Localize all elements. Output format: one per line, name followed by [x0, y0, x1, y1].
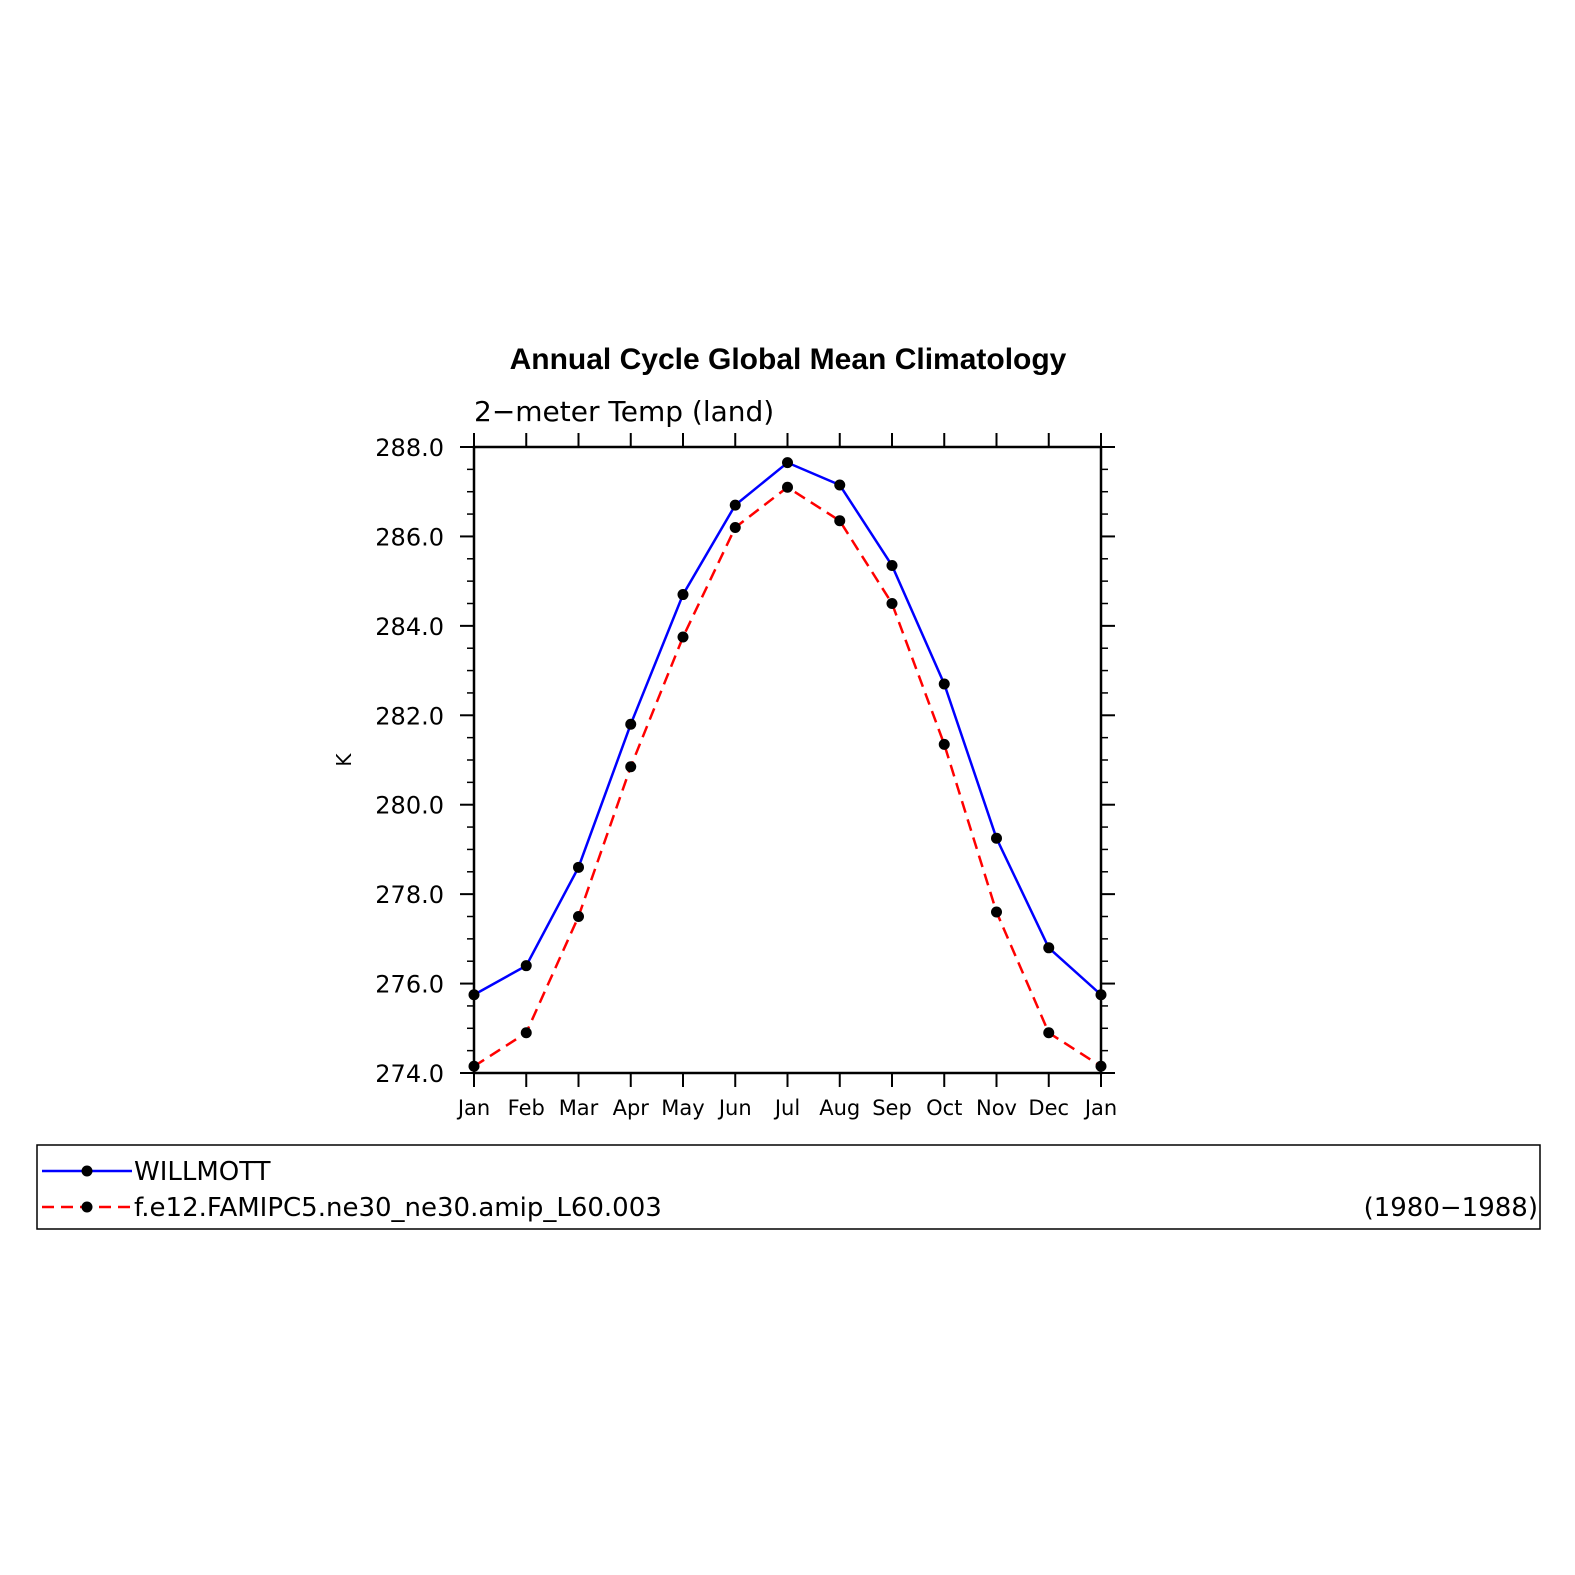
chart-subtitle: 2−meter Temp (land) [474, 395, 774, 428]
y-axis-label: K [332, 753, 356, 767]
series-2-point [573, 911, 584, 922]
series-1-point [677, 589, 689, 601]
series-2-point [468, 1060, 480, 1072]
x-tick-label: Dec [1028, 1096, 1069, 1120]
series-2-point [938, 738, 950, 750]
y-tick-label: 284.0 [375, 613, 444, 641]
legend-label-1: WILLMOTT [134, 1157, 271, 1187]
series-1-point [625, 718, 637, 730]
y-tick-label: 280.0 [375, 792, 444, 820]
series-2-point [991, 906, 1002, 918]
x-tick-label: Jan [1083, 1096, 1117, 1120]
y-tick-label: 286.0 [375, 523, 444, 551]
series-1-point [729, 499, 741, 511]
series-1-point [834, 479, 846, 491]
x-tick-label: Mar [559, 1096, 599, 1120]
y-tick-label: 278.0 [375, 881, 444, 909]
legend-label-2: f.e12.FAMIPC5.ne30_ne30.amip_L60.003 [134, 1193, 662, 1223]
y-tick-label: 282.0 [375, 702, 444, 730]
series-1-point [520, 960, 532, 972]
series-1-point [468, 989, 480, 1001]
x-tick-label: Feb [508, 1096, 545, 1120]
x-tick-label: Jul [773, 1096, 800, 1120]
series-line-1 [473, 461, 1102, 996]
series-1-point [573, 861, 584, 873]
legend-marker-1 [81, 1165, 93, 1177]
series-1-point [1095, 989, 1107, 1001]
legend-box [36, 1144, 1541, 1230]
series-2-point [625, 761, 637, 773]
x-tick-label: Sep [872, 1096, 912, 1120]
series-layer [468, 457, 1107, 1072]
x-tick-label: Oct [926, 1096, 962, 1120]
series-1-point [886, 559, 898, 571]
series-1-point [1043, 942, 1055, 954]
x-tick-label: Nov [976, 1096, 1017, 1120]
x-tick-label: Jun [717, 1096, 752, 1120]
series-2-point [1095, 1060, 1107, 1072]
series-1-point [938, 678, 950, 690]
series-2-point [1043, 1027, 1055, 1039]
x-tick-label: Jan [456, 1096, 490, 1120]
series-2-point [886, 598, 898, 609]
series-2-point [520, 1027, 532, 1039]
plot-frame [472, 445, 1103, 1075]
series-line-2 [473, 485, 1102, 1068]
y-tick-label: 274.0 [375, 1060, 444, 1088]
x-tick-label: Aug [819, 1096, 860, 1120]
series-2-point [677, 631, 689, 643]
axes: 274.0 276.0 278.0 280.0 282.0 284.0 286.0 288.0… [375, 433, 1117, 1120]
series-1-point [991, 832, 1002, 844]
legend-marker-2 [81, 1201, 93, 1213]
series-2-point [782, 481, 793, 493]
chart-title: Annual Cycle Global Mean Climatology [510, 343, 1067, 376]
series-1-point [782, 457, 793, 469]
series-2-point [834, 515, 846, 527]
y-tick-label: 276.0 [375, 971, 444, 999]
legend-note: (1980−1988) [1364, 1193, 1538, 1223]
series-2-point [729, 521, 741, 533]
x-tick-label: May [661, 1096, 704, 1120]
y-tick-label: 288.0 [375, 434, 444, 462]
legend: WILLMOTT f.e12.FAMIPC5.ne30_ne30.amip_L60… [42, 1157, 662, 1223]
x-tick-label: Apr [613, 1096, 650, 1120]
